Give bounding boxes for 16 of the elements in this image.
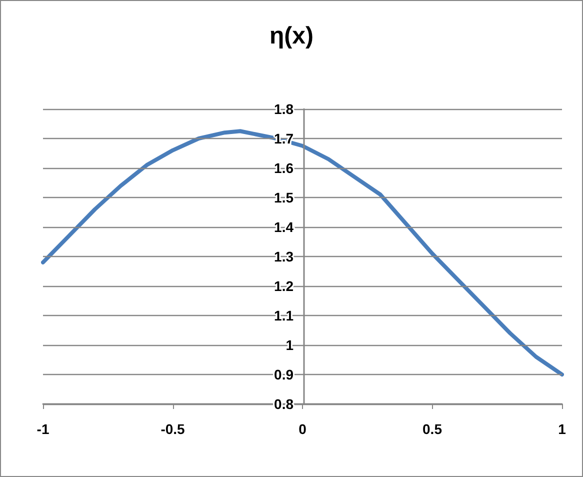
- x-tick-label: 0.5: [422, 421, 442, 437]
- y-tick-label: 0.8: [274, 396, 294, 412]
- y-tick-label: 1.4: [274, 219, 294, 235]
- y-tick-label: 1.3: [274, 248, 294, 264]
- chart-title: η(x): [270, 22, 314, 50]
- y-tick-label: 1.1: [274, 308, 294, 324]
- y-tick-label: 1.2: [274, 278, 294, 294]
- y-tick-label: 1.5: [274, 190, 294, 206]
- y-tick-label: 1.6: [274, 160, 294, 176]
- x-tick-label: -0.5: [160, 421, 186, 437]
- x-tick-label: -1: [36, 421, 50, 437]
- y-tick-label: 1: [286, 337, 294, 353]
- x-tick-label: 0: [298, 421, 307, 437]
- y-tick-label: 0.9: [274, 366, 294, 382]
- y-tick-label: 1.8: [274, 101, 294, 117]
- x-tick-label: 1: [558, 421, 566, 437]
